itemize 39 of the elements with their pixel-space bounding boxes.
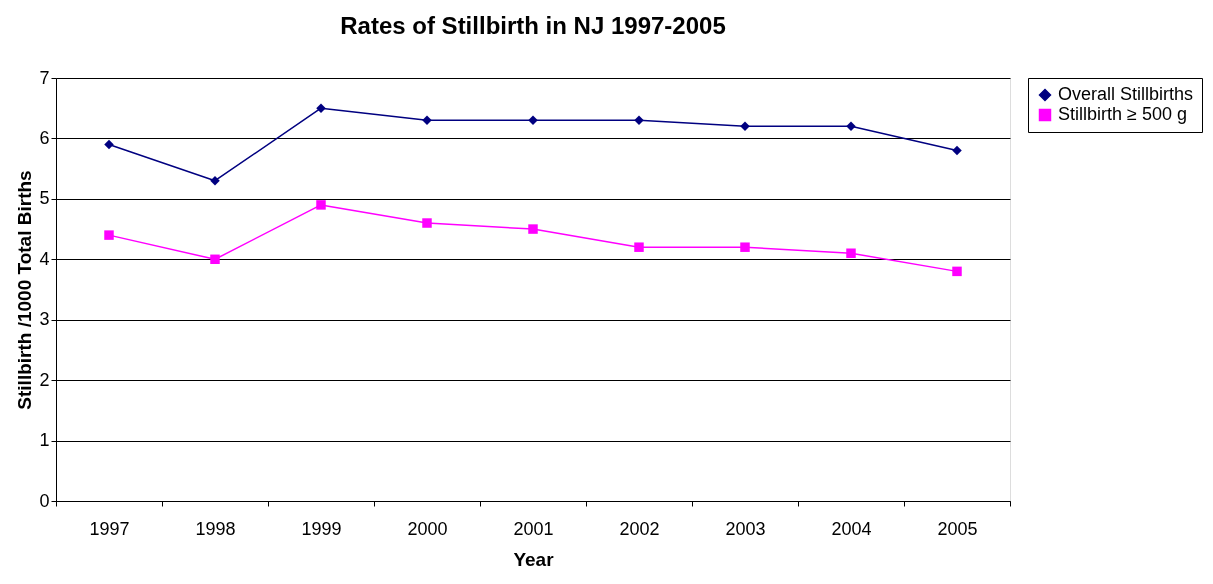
y-tick-label: 0 <box>39 490 50 511</box>
point <box>846 121 856 132</box>
y-tick-label: 6 <box>39 127 50 148</box>
point <box>528 115 538 126</box>
x-tick-label: 2005 <box>937 518 978 539</box>
x-tick-label: 2003 <box>725 518 766 539</box>
y-tick-label: 4 <box>39 248 50 269</box>
x-axis-title: Year <box>513 548 555 570</box>
point <box>634 115 644 126</box>
y-axis-title: Stillbirth /1000 Total Births <box>14 170 36 410</box>
point <box>104 139 114 150</box>
point <box>210 175 220 186</box>
point <box>952 266 962 277</box>
x-tick-label: 2004 <box>831 518 872 539</box>
y-tick-label: 7 <box>39 67 50 88</box>
x-tick-label: 2000 <box>407 518 448 539</box>
point <box>422 115 432 126</box>
point <box>634 242 644 252</box>
point <box>316 200 326 210</box>
y-tick-label: 2 <box>39 369 50 390</box>
y-tick-label: 3 <box>39 309 50 330</box>
legend-label: Stillbirth ≥ 500 g <box>1058 104 1187 124</box>
y-tick-label: 1 <box>39 430 50 451</box>
point <box>846 248 856 258</box>
point <box>528 224 538 234</box>
point <box>952 145 962 156</box>
point <box>422 218 432 228</box>
x-tick-label: 2002 <box>619 518 660 539</box>
x-tick-label: 1998 <box>195 518 236 539</box>
chart-title: Rates of Stillbirth in NJ 1997-2005 <box>340 12 726 39</box>
point <box>104 230 114 240</box>
x-tick-label: 2001 <box>513 518 554 539</box>
y-tick-label: 5 <box>39 188 50 209</box>
legend-label: Overall Stillbirths <box>1058 84 1194 104</box>
point <box>740 242 750 252</box>
point <box>210 254 220 265</box>
x-tick-label: 1997 <box>89 518 130 539</box>
x-tick-label: 1999 <box>301 518 342 539</box>
point <box>740 121 750 132</box>
